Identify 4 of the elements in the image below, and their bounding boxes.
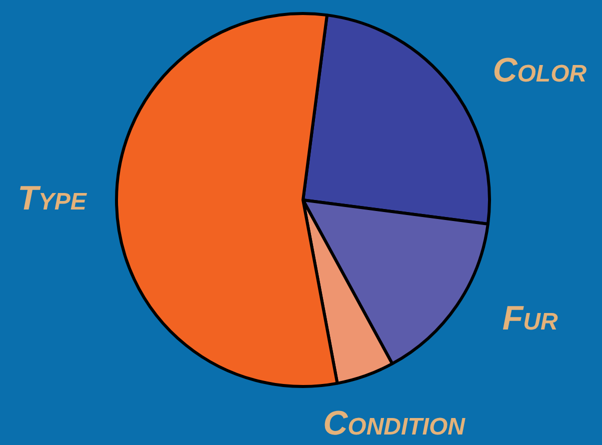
slice-label: Color [492, 51, 588, 90]
slice-label: Condition [323, 404, 466, 443]
slice-label: Fur [502, 300, 559, 338]
slice-label: Type [18, 179, 88, 218]
